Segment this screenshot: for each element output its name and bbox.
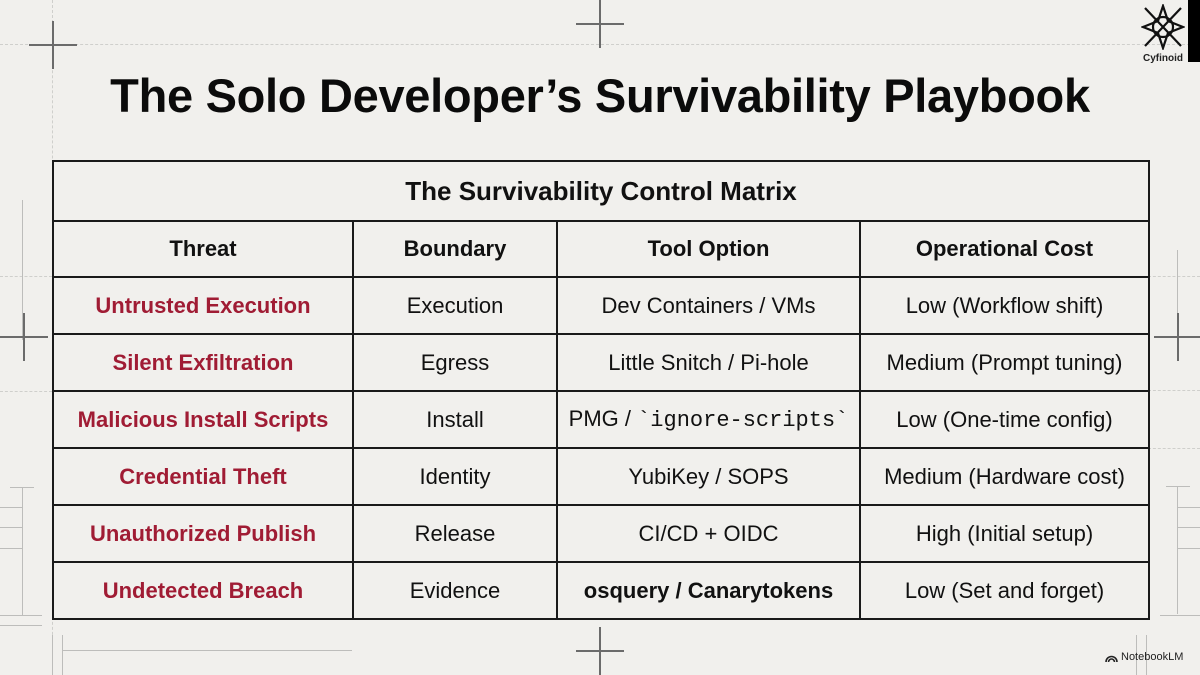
threat-cell: Credential Theft xyxy=(52,447,354,506)
threat-cell: Undetected Breach xyxy=(52,561,354,620)
ruler-mark xyxy=(1166,486,1190,487)
crosshair-mark xyxy=(0,313,48,361)
tool-cell: Little Snitch / Pi-hole xyxy=(556,333,861,392)
cost-cell: Medium (Hardware cost) xyxy=(858,447,1151,506)
ruler-mark xyxy=(1136,635,1137,675)
boundary-cell: Install xyxy=(352,390,558,449)
cost-cell: Low (One-time config) xyxy=(858,390,1151,449)
threat-cell: Untrusted Execution xyxy=(52,276,354,335)
tool-cell: Dev Containers / VMs xyxy=(556,276,861,335)
boundary-cell: Egress xyxy=(352,333,558,392)
notebooklm-badge: NotebookLM xyxy=(1105,651,1183,663)
edge-bar xyxy=(1188,0,1200,62)
boundary-cell: Evidence xyxy=(352,561,558,620)
guide-line xyxy=(22,200,23,340)
ruler-mark xyxy=(52,635,53,675)
crosshair-mark xyxy=(1154,313,1200,361)
notebooklm-icon xyxy=(1105,655,1118,662)
guide-line xyxy=(1148,448,1200,449)
table-caption: The Survivability Control Matrix xyxy=(51,160,1151,222)
guide-line xyxy=(1177,250,1178,320)
badge-label: NotebookLM xyxy=(1121,651,1184,663)
tool-cell: CI/CD + OIDC xyxy=(556,504,861,563)
cost-cell: Low (Set and forget) xyxy=(858,561,1151,620)
ruler-mark xyxy=(1146,635,1147,675)
ruler-mark xyxy=(0,615,42,616)
crosshair-mark xyxy=(576,627,624,675)
table-row: Malicious Install Scripts Install PMG / … xyxy=(52,390,1151,449)
tool-code: `ignore-scripts` xyxy=(637,408,849,433)
ruler-mark xyxy=(0,625,42,626)
boundary-cell: Release xyxy=(352,504,558,563)
ruler-mark xyxy=(1177,527,1200,528)
tool-prefix: PMG / xyxy=(568,406,638,431)
crosshair-mark xyxy=(29,21,77,69)
guide-line xyxy=(1148,276,1200,277)
tool-cell: YubiKey / SOPS xyxy=(556,447,861,506)
ruler-mark xyxy=(1177,486,1178,614)
page-title: The Solo Developer’s Survivability Playb… xyxy=(110,69,1090,122)
threat-cell: Malicious Install Scripts xyxy=(52,390,354,449)
ruler-mark xyxy=(62,650,352,651)
tool-cell: PMG / `ignore-scripts` xyxy=(556,390,861,449)
ruler-mark xyxy=(1160,615,1200,616)
column-header-boundary: Boundary xyxy=(352,220,558,278)
table-row: Untrusted Execution Execution Dev Contai… xyxy=(52,276,1151,335)
ruler-mark xyxy=(0,527,22,528)
column-header-threat: Threat xyxy=(52,220,354,278)
ruler-mark xyxy=(0,548,22,549)
boundary-cell: Identity xyxy=(352,447,558,506)
knot-star-icon xyxy=(1140,2,1186,52)
cost-cell: Low (Workflow shift) xyxy=(858,276,1151,335)
threat-cell: Unauthorized Publish xyxy=(52,504,354,563)
boundary-cell: Execution xyxy=(352,276,558,335)
ruler-mark xyxy=(22,487,23,615)
column-header-tool-option: Tool Option xyxy=(556,220,861,278)
logo-label: Cyfinoid xyxy=(1143,53,1183,64)
ruler-mark xyxy=(62,635,63,675)
column-header-operational-cost: Operational Cost xyxy=(858,220,1151,278)
table-row: Unauthorized Publish Release CI/CD + OID… xyxy=(52,504,1151,563)
ruler-mark xyxy=(1177,507,1200,508)
control-matrix-table: The Survivability Control Matrix Threat … xyxy=(51,160,1151,620)
tool-cell: osquery / Canarytokens xyxy=(556,561,861,620)
guide-line xyxy=(0,391,52,392)
threat-cell: Silent Exfiltration xyxy=(52,333,354,392)
cost-cell: High (Initial setup) xyxy=(858,504,1151,563)
table-row: Credential Theft Identity YubiKey / SOPS… xyxy=(52,447,1151,506)
ruler-mark xyxy=(0,507,22,508)
ruler-mark xyxy=(1177,548,1200,549)
cost-cell: Medium (Prompt tuning) xyxy=(858,333,1151,392)
table-row: Undetected Breach Evidence osquery / Can… xyxy=(52,561,1151,620)
guide-line xyxy=(1148,390,1200,391)
crosshair-mark xyxy=(576,0,624,48)
guide-line xyxy=(0,276,52,277)
brand-logo: Cyfinoid xyxy=(1138,2,1188,66)
table-row: Silent Exfiltration Egress Little Snitch… xyxy=(52,333,1151,392)
